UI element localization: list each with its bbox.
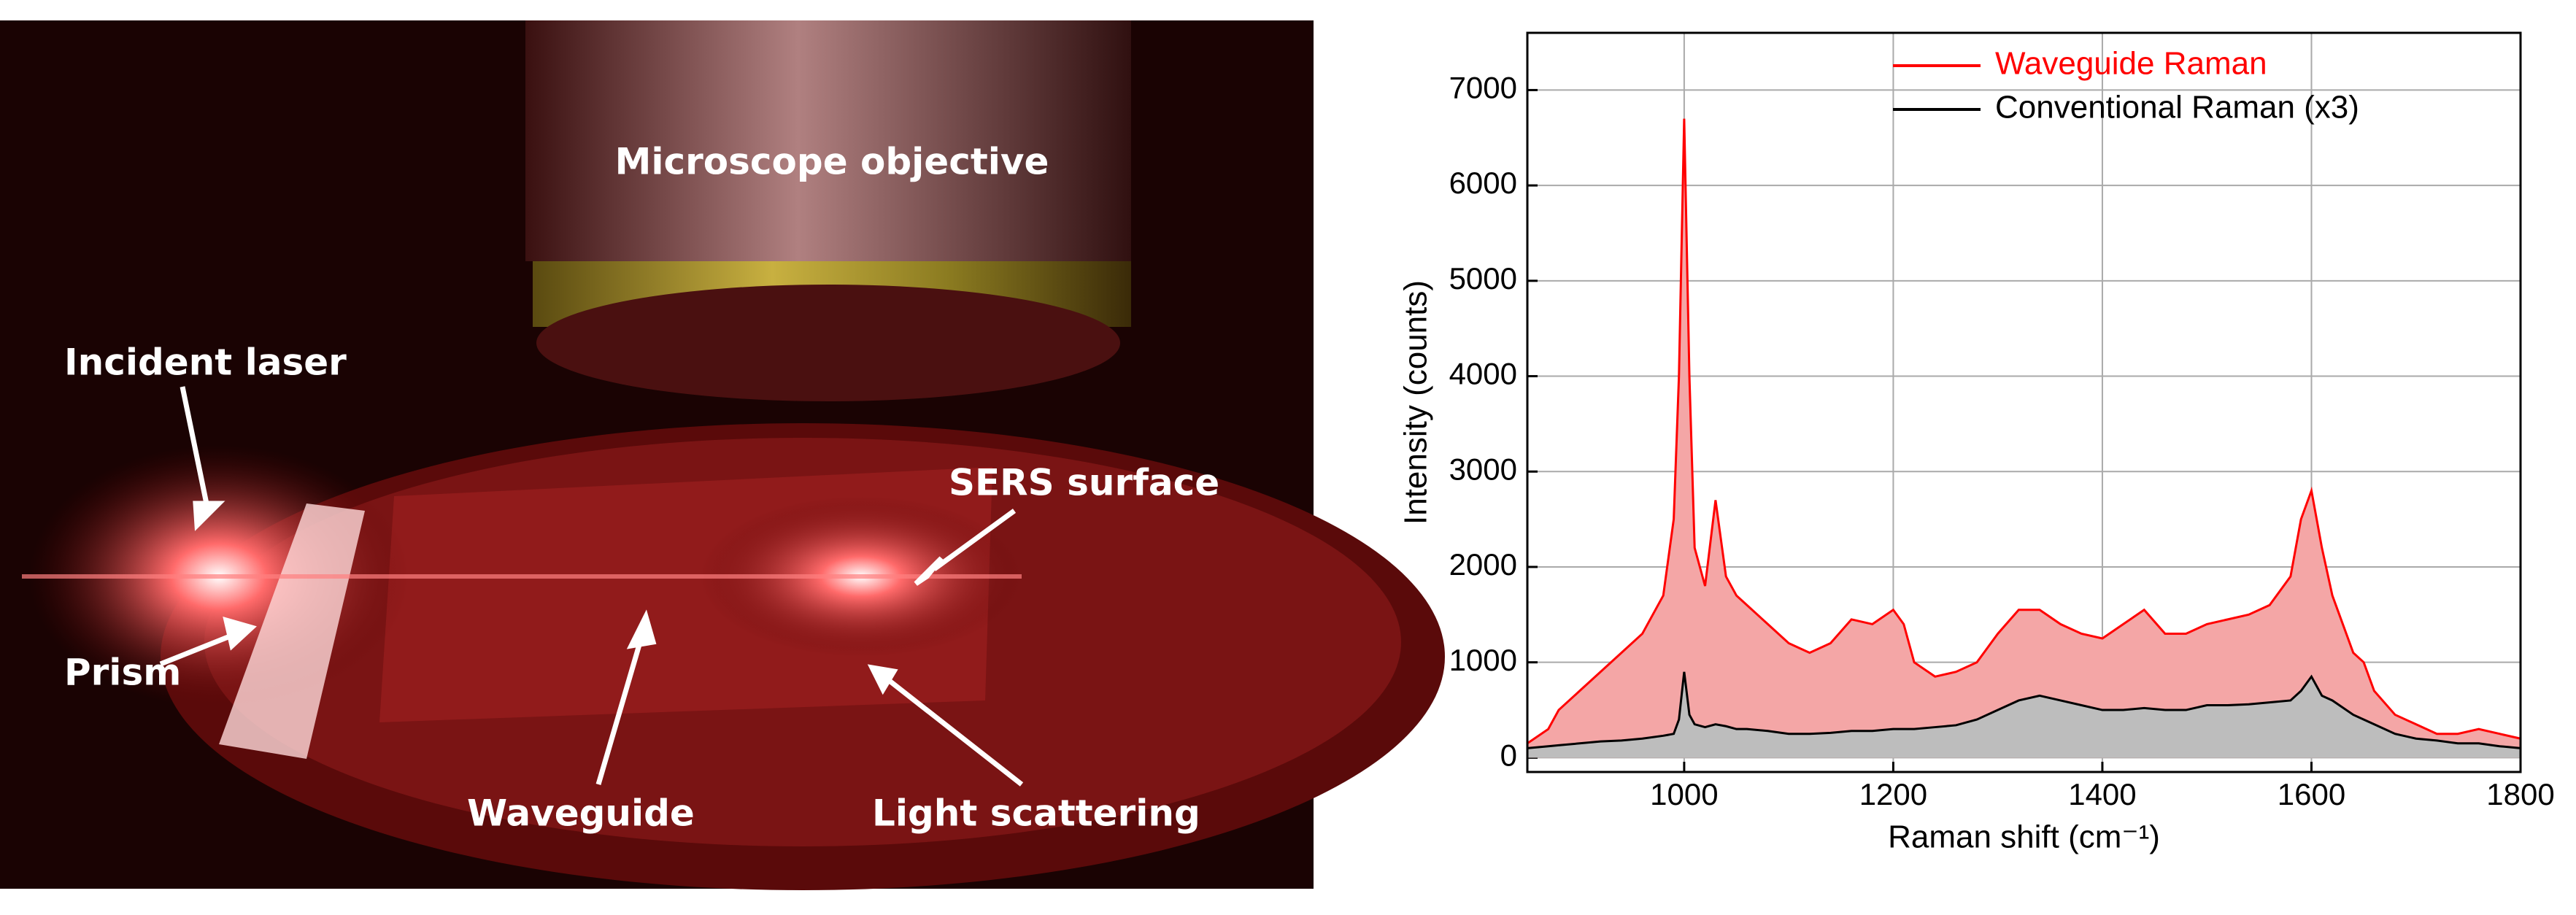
x-tick-label: 1600 [2278, 777, 2345, 811]
legend-label: Waveguide Raman [1995, 46, 2267, 82]
chart: 0 1000 2000 3000 4000 5000 6000 7000 1000 1200 140… [1398, 31, 2555, 855]
photo-label: Light scattering [872, 792, 1200, 835]
photo-label: Incident laser [64, 341, 347, 384]
prism [219, 503, 365, 759]
y-tick-label: 7000 [1449, 71, 1517, 105]
y-tick-label: 2000 [1449, 547, 1517, 582]
photo-label: Waveguide [467, 792, 695, 835]
x-tick-label: 1400 [2068, 777, 2136, 811]
photo: Microscope objective Incident laser Pris… [0, 20, 1445, 890]
photo-label: Microscope objective [615, 141, 1049, 183]
legend-label: Conventional Raman (x3) [1995, 90, 2359, 126]
series-area [1527, 118, 2521, 758]
series-area [1527, 671, 2521, 758]
y-tick-label: 0 [1500, 738, 1517, 772]
photo-label: SERS surface [949, 462, 1219, 504]
x-tick-label: 1000 [1650, 777, 1718, 811]
x-tick-label: 1200 [1859, 777, 1927, 811]
arrows [159, 386, 1024, 787]
y-tick-label: 3000 [1449, 452, 1517, 486]
y-tick-label: 6000 [1449, 166, 1517, 200]
photo-label: Prism [64, 652, 181, 694]
series-line [1527, 671, 2521, 749]
y-tick-label: 1000 [1449, 643, 1517, 677]
y-tick-label: 4000 [1449, 357, 1517, 391]
objective-body [525, 20, 1131, 261]
x-axis-title: Raman shift (cm⁻¹) [1888, 819, 2160, 855]
y-axis-title: Intensity (counts) [1398, 280, 1434, 525]
series-line [1527, 118, 2521, 745]
objective-lens [536, 285, 1120, 401]
x-tick-label: 1800 [2486, 777, 2554, 811]
y-tick-label: 5000 [1449, 261, 1517, 296]
plot-frame [1526, 31, 2522, 773]
